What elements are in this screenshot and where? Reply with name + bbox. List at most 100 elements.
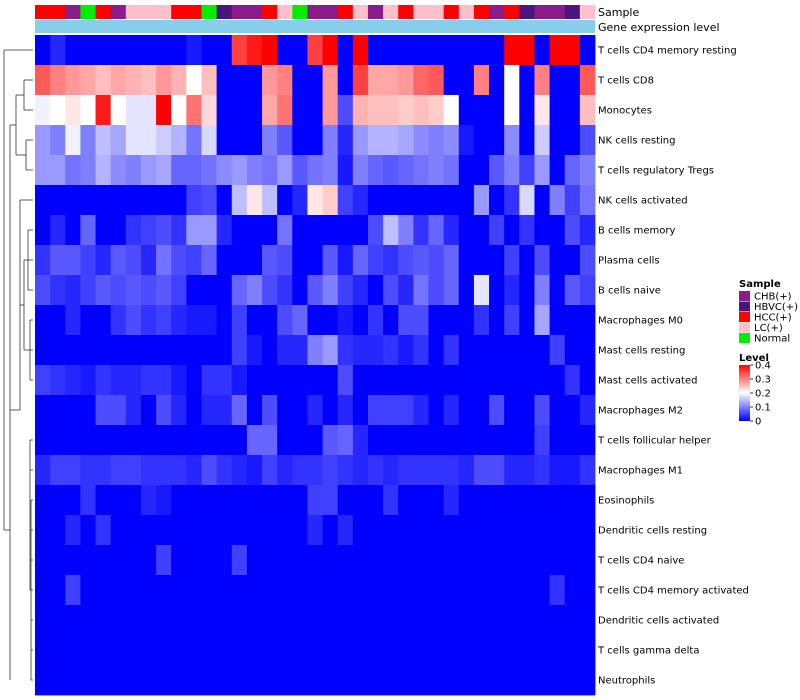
heatmap-cell <box>50 155 66 186</box>
heatmap-cell <box>504 35 520 66</box>
heatmap-cell <box>413 335 429 366</box>
heatmap-cell <box>322 275 339 306</box>
heatmap-cell <box>352 275 369 306</box>
heatmap-cell <box>579 215 596 246</box>
heatmap-cell <box>201 275 218 306</box>
heatmap-cell <box>186 215 202 246</box>
heatmap-cell <box>50 215 66 246</box>
heatmap-cell <box>413 155 429 186</box>
heatmap-cell <box>322 665 339 696</box>
heatmap-cell <box>35 665 51 696</box>
heatmap-cell <box>80 545 96 576</box>
heatmap-cell <box>125 65 142 96</box>
heatmap-cell <box>337 425 354 456</box>
heatmap-cell <box>65 575 81 606</box>
sample-annotation-cell <box>398 5 414 19</box>
heatmap-cell <box>246 605 263 636</box>
sample-annotation-cell <box>201 5 218 19</box>
heatmap-cell <box>534 155 550 186</box>
heatmap-cell <box>140 335 157 366</box>
heatmap-cell <box>504 395 520 426</box>
heatmap-cell <box>489 605 505 636</box>
heatmap-cell <box>413 215 429 246</box>
heatmap-cell <box>125 305 142 336</box>
heatmap-cell <box>398 215 414 246</box>
heatmap-cell <box>80 395 96 426</box>
heatmap-cell <box>277 515 293 546</box>
heatmap-cell <box>216 515 233 546</box>
heatmap-cell <box>383 365 399 396</box>
heatmap-cell <box>413 65 429 96</box>
heatmap-cell <box>428 395 445 426</box>
heatmap-cell <box>519 545 535 576</box>
heatmap-cell <box>171 425 187 456</box>
heatmap-cell <box>216 155 233 186</box>
heatmap-cell <box>367 365 384 396</box>
heatmap-cell <box>352 455 369 486</box>
heatmap-cell <box>292 95 308 126</box>
heatmap-cell <box>201 425 218 456</box>
heatmap-cell <box>579 605 596 636</box>
heatmap-cell <box>186 455 202 486</box>
heatmap-cell <box>579 365 596 396</box>
heatmap-cell <box>428 245 445 276</box>
heatmap-cell <box>35 305 51 336</box>
heatmap-cell <box>140 245 157 276</box>
sample-annotation-cell <box>367 5 384 19</box>
heatmap-cell <box>352 335 369 366</box>
heatmap-cell <box>504 245 520 276</box>
heatmap-cell <box>398 605 414 636</box>
heatmap-cell <box>322 455 339 486</box>
sample-legend-swatch <box>739 301 750 312</box>
heatmap-cell <box>458 245 475 276</box>
heatmap-cell <box>549 605 566 636</box>
heatmap-cell <box>579 95 596 126</box>
heatmap-cell <box>398 155 414 186</box>
heatmap-cell <box>50 635 66 666</box>
heatmap-cell <box>231 95 248 126</box>
heatmap-cell <box>80 485 96 516</box>
heatmap-cell <box>50 395 66 426</box>
heatmap-cell <box>231 245 248 276</box>
heatmap-cell <box>246 275 263 306</box>
heatmap-cell <box>231 35 248 66</box>
heatmap-cell <box>65 65 81 96</box>
row-label: Macrophages M1 <box>598 466 683 477</box>
heatmap-cell <box>171 395 187 426</box>
heatmap-cell <box>337 485 354 516</box>
heatmap-cell <box>428 275 445 306</box>
sample-annotation-cell <box>322 5 339 19</box>
heatmap-cell <box>156 185 172 216</box>
heatmap-cell <box>186 635 202 666</box>
heatmap-cell <box>413 245 429 276</box>
row-label: Mast cells resting <box>598 346 685 357</box>
heatmap-cell <box>201 515 218 546</box>
heatmap-cell <box>201 605 218 636</box>
heatmap-cell <box>95 605 112 636</box>
heatmap-cell <box>186 245 202 276</box>
heatmap-cell <box>337 365 354 396</box>
heatmap-cell <box>171 35 187 66</box>
heatmap-cell <box>65 365 81 396</box>
heatmap-cell <box>337 65 354 96</box>
heatmap-cell <box>125 425 142 456</box>
heatmap-cell <box>292 185 308 216</box>
heatmap-cell <box>549 335 566 366</box>
heatmap-cell <box>473 485 490 516</box>
heatmap-cell <box>307 665 323 696</box>
heatmap-cell <box>367 605 384 636</box>
heatmap-cell <box>458 365 475 396</box>
heatmap-cell <box>534 425 550 456</box>
heatmap-cell <box>246 335 263 366</box>
heatmap-cell <box>489 95 505 126</box>
heatmap-cell <box>428 65 445 96</box>
heatmap-cell <box>156 575 172 606</box>
sample-legend-label: HCC(+) <box>754 313 792 324</box>
heatmap-cell <box>519 605 535 636</box>
heatmap-cell <box>398 65 414 96</box>
heatmap-cell <box>367 485 384 516</box>
heatmap-cell <box>95 215 112 246</box>
heatmap-cell <box>35 35 51 66</box>
sample-annotation-cell <box>171 5 187 19</box>
heatmap-cell <box>458 485 475 516</box>
